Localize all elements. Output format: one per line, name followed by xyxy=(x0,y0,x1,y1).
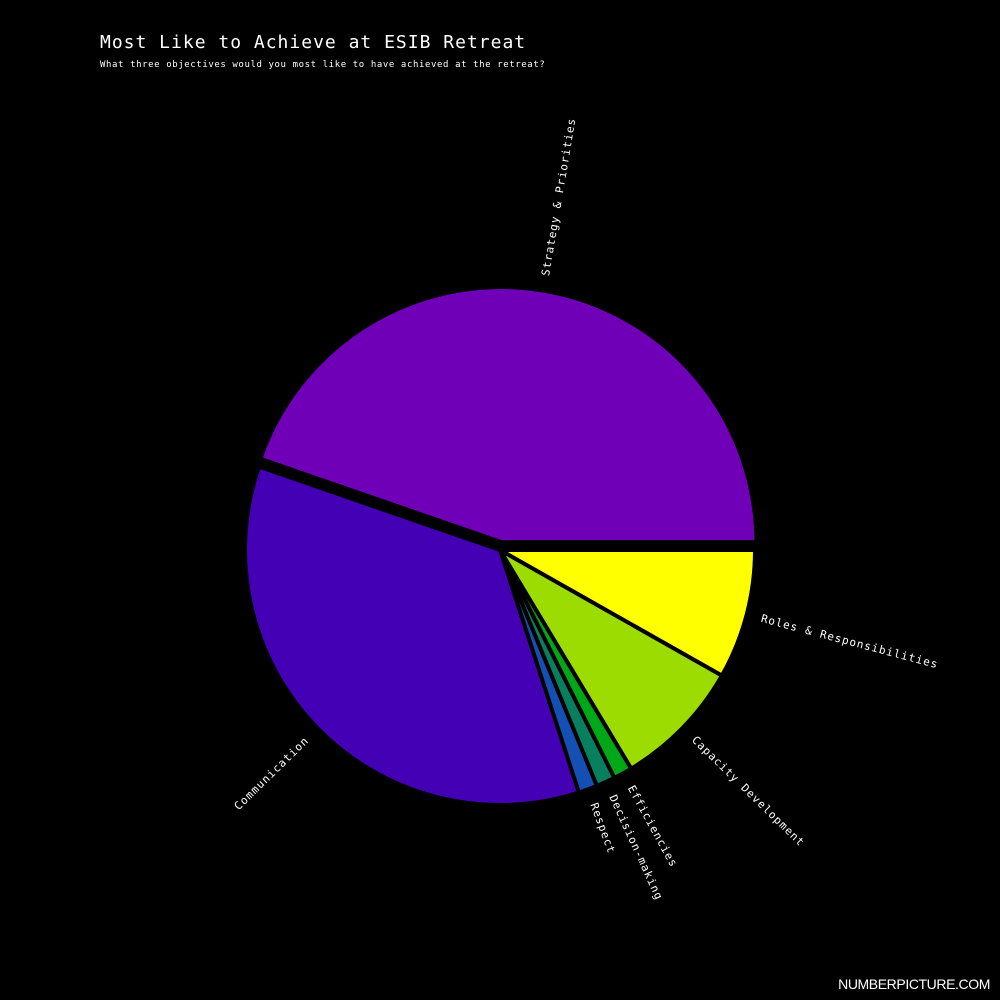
pie-slice-capacity-development xyxy=(498,548,724,771)
chart-subtitle: What three objectives would you most lik… xyxy=(100,60,546,70)
pie-slice-strategy-and-priorities xyxy=(258,285,759,545)
pie-slice-communication xyxy=(243,464,581,807)
brand-watermark: NUMBERPICTURE.COM xyxy=(838,976,990,992)
chart-title: Most Like to Achieve at ESIB Retreat xyxy=(100,32,527,53)
pie-label-communication: Communication xyxy=(232,734,312,813)
pie-slice-roles-and-responsibilities xyxy=(498,548,757,678)
pie-label-strategy-and-priorities: Strategy & Priorities xyxy=(539,117,578,277)
pie-label-capacity-development: Capacity Development xyxy=(689,733,807,849)
pie-label-roles-and-responsibilities: Roles & Responsibilities xyxy=(760,612,940,671)
pie-slices xyxy=(243,285,759,807)
